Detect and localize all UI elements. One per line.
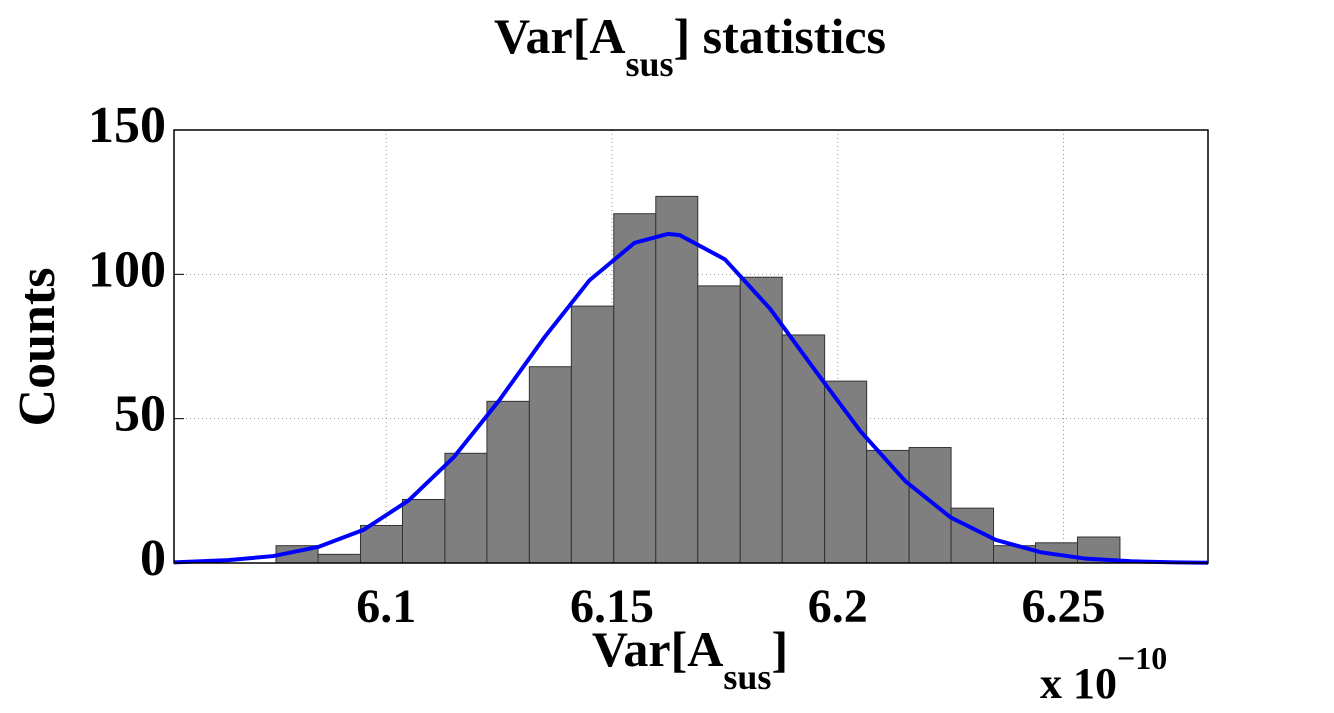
y-tick-label: 100 (88, 241, 166, 298)
title-sub: sus (625, 44, 673, 84)
xlabel-sub: sus (723, 657, 771, 697)
y-tick-label: 0 (140, 530, 166, 587)
bar (655, 195, 699, 564)
bar (317, 553, 361, 564)
y-tick-label: 150 (88, 97, 166, 154)
y-axis-label: Counts (9, 268, 66, 427)
chart-title: Var[Asus] statistics (494, 8, 886, 84)
bar (359, 524, 403, 564)
x-tick-label: 6.15 (570, 580, 654, 633)
x-tick-label: 6.1 (356, 580, 416, 633)
x-tick-label: 6.25 (1022, 580, 1106, 633)
bar (781, 334, 826, 564)
y-tick-label: 50 (114, 386, 166, 443)
exponent-power: −10 (1117, 640, 1167, 676)
xlabel-rest: ] (771, 621, 788, 677)
bar (908, 447, 952, 564)
xlabel-main: Var[A (592, 621, 723, 677)
bar (697, 285, 741, 564)
bar (401, 498, 446, 564)
x-axis-label: Var[Asus] (592, 621, 788, 697)
exponent-base: x 10 (1040, 659, 1117, 708)
title-main: Var[A (494, 8, 625, 64)
bar (866, 449, 910, 564)
bar (528, 366, 572, 564)
fit-curve (173, 231, 1209, 565)
x-exponent: x 10−10 (1040, 640, 1167, 708)
x-tick-label: 6.2 (808, 580, 868, 633)
title-rest: ] statistics (674, 8, 886, 64)
bar (486, 400, 530, 564)
bar (570, 305, 615, 564)
plot-frame (173, 129, 1209, 564)
bar (613, 213, 657, 564)
bar (444, 452, 488, 564)
